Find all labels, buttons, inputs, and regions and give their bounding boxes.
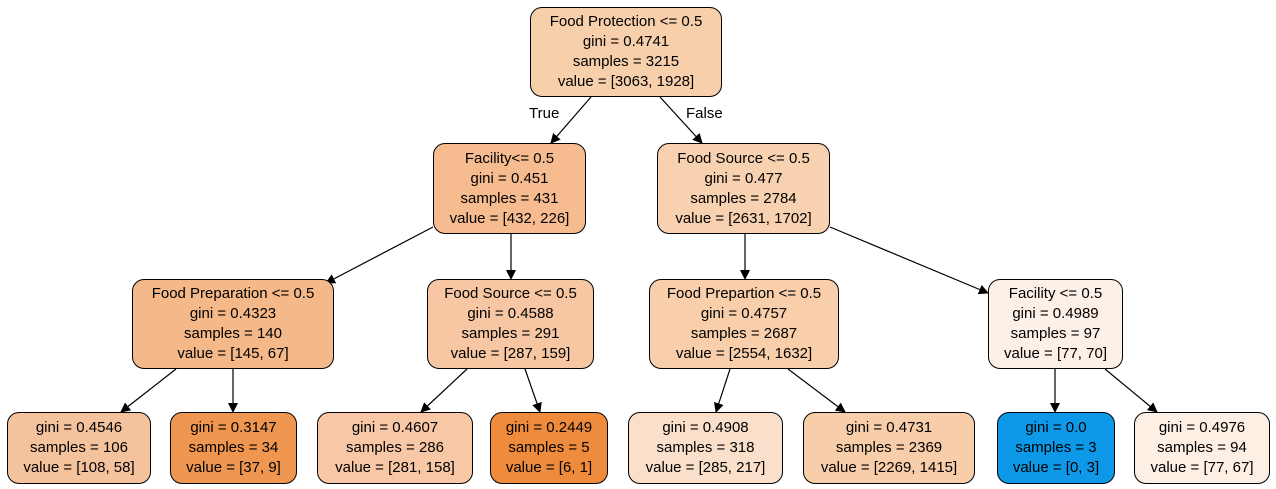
edge-n3-n7 bbox=[120, 368, 177, 413]
node-gini-text: gini = 0.4546 bbox=[35, 419, 123, 436]
node-value-text: value = [2269, 1415] bbox=[820, 459, 958, 476]
tree-node-n12: gini = 0.4731 samples = 2369 value = [2269… bbox=[803, 412, 975, 484]
node-samples-text: samples = 2369 bbox=[835, 439, 943, 456]
edge-n0-n2 bbox=[659, 96, 703, 144]
tree-node-n2: Food Source <= 0.5 gini = 0.477 samples = … bbox=[657, 143, 830, 234]
node-gini-text: gini = 0.477 bbox=[704, 169, 783, 187]
tree-node-n7: gini = 0.4546 samples = 106 value = [108, … bbox=[7, 412, 151, 484]
node-value-text: value = [2554, 1632] bbox=[675, 345, 813, 362]
node-split-text: Food Preparation <= 0.5 bbox=[151, 285, 315, 302]
node-gini-text: gini = 0.4976 bbox=[1158, 419, 1246, 436]
tree-node-n5: Food Prepartion <= 0.5 gini = 0.4757 sampl… bbox=[649, 279, 839, 369]
node-gini-text: gini = 0.4741 bbox=[582, 33, 670, 50]
tree-node-n11: gini = 0.4908 samples = 318 value = [285, … bbox=[628, 412, 783, 484]
edge-n6-n14 bbox=[1104, 368, 1158, 413]
node-value-text: value = [37, 9] bbox=[186, 459, 281, 476]
node-value-text: value = [287, 159] bbox=[450, 345, 571, 362]
node-split-text: Facility<= 0.5 bbox=[464, 149, 555, 167]
node-split-text: Facility <= 0.5 bbox=[1008, 285, 1103, 302]
edge-n0-n1 bbox=[550, 96, 592, 144]
node-samples-text: samples = 5 bbox=[508, 439, 590, 456]
tree-node-n9: gini = 0.4607 samples = 286 value = [281, … bbox=[317, 412, 473, 484]
tree-node-n10: gini = 0.2449 samples = 5 value = [6, 1] bbox=[490, 412, 608, 484]
tree-node-n4: Food Source <= 0.5 gini = 0.4588 samples =… bbox=[427, 279, 594, 369]
edge-n4-n10 bbox=[524, 368, 542, 413]
node-value-text: value = [0, 3] bbox=[1012, 459, 1100, 476]
node-gini-text: gini = 0.4731 bbox=[845, 419, 933, 436]
edge-label-true: True bbox=[529, 105, 560, 122]
node-value-text: value = [108, 58] bbox=[23, 459, 135, 476]
edge-n2-n6 bbox=[829, 226, 989, 295]
node-value-text: value = [3063, 1928] bbox=[557, 73, 695, 90]
node-samples-text: samples = 97 bbox=[1010, 325, 1101, 342]
node-value-text: value = [432, 226] bbox=[449, 209, 570, 227]
node-samples-text: samples = 3 bbox=[1015, 439, 1097, 456]
node-samples-text: samples = 286 bbox=[346, 439, 444, 456]
node-gini-text: gini = 0.4989 bbox=[1012, 305, 1099, 322]
node-gini-text: gini = 0.3147 bbox=[190, 419, 277, 436]
tree-node-n13: gini = 0.0 samples = 3 value = [0, 3] bbox=[997, 412, 1115, 484]
node-split-text: Food Source <= 0.5 bbox=[444, 285, 577, 302]
node-split-text: Food Protection <= 0.5 bbox=[549, 13, 703, 30]
node-samples-text: samples = 34 bbox=[188, 439, 279, 456]
tree-node-n0: Food Protection <= 0.5 gini = 0.4741 sampl… bbox=[530, 7, 722, 97]
node-gini-text: gini = 0.2449 bbox=[505, 419, 593, 436]
tree-node-n8: gini = 0.3147 samples = 34 value = [37, 9] bbox=[170, 412, 297, 484]
node-gini-text: gini = 0.4588 bbox=[467, 305, 554, 322]
node-samples-text: samples = 2687 bbox=[690, 325, 798, 342]
node-value-text: value = [6, 1] bbox=[505, 459, 593, 476]
node-samples-text: samples = 106 bbox=[30, 439, 128, 456]
tree-node-n3: Food Preparation <= 0.5 gini = 0.4323 samp… bbox=[132, 279, 334, 369]
node-samples-text: samples = 431 bbox=[460, 189, 559, 207]
node-value-text: value = [145, 67] bbox=[177, 345, 289, 362]
tree-node-n14: gini = 0.4976 samples = 94 value = [77, 67… bbox=[1134, 412, 1270, 484]
tree-node-n6: Facility <= 0.5 gini = 0.4989 samples = 97… bbox=[988, 279, 1123, 369]
edge-label-false: False bbox=[686, 105, 723, 122]
node-split-text: Food Source <= 0.5 bbox=[677, 149, 810, 167]
node-samples-text: samples = 3215 bbox=[572, 53, 680, 70]
node-gini-text: gini = 0.0 bbox=[1025, 419, 1087, 436]
node-gini-text: gini = 0.4908 bbox=[662, 419, 749, 436]
edge-n5-n12 bbox=[787, 368, 846, 413]
node-samples-text: samples = 140 bbox=[184, 325, 282, 342]
node-value-text: value = [77, 70] bbox=[1004, 345, 1107, 362]
node-gini-text: gini = 0.4323 bbox=[189, 305, 277, 322]
node-value-text: value = [2631, 1702] bbox=[675, 209, 812, 227]
node-samples-text: samples = 318 bbox=[656, 439, 755, 456]
node-value-text: value = [77, 67] bbox=[1150, 459, 1254, 476]
node-samples-text: samples = 94 bbox=[1157, 439, 1247, 456]
node-gini-text: gini = 0.4607 bbox=[351, 419, 439, 436]
edge-n4-n9 bbox=[420, 368, 468, 413]
edge-n1-n3 bbox=[325, 226, 434, 284]
node-gini-text: gini = 0.4757 bbox=[700, 305, 788, 322]
edge-n5-n11 bbox=[714, 368, 731, 413]
node-split-text: Food Prepartion <= 0.5 bbox=[666, 285, 822, 302]
node-value-text: value = [281, 158] bbox=[335, 459, 455, 476]
node-gini-text: gini = 0.451 bbox=[470, 169, 549, 187]
node-value-text: value = [285, 217] bbox=[645, 459, 766, 476]
node-samples-text: samples = 291 bbox=[461, 325, 560, 342]
node-samples-text: samples = 2784 bbox=[690, 189, 797, 207]
tree-node-n1: Facility<= 0.5 gini = 0.451 samples = 431 v… bbox=[433, 143, 586, 234]
